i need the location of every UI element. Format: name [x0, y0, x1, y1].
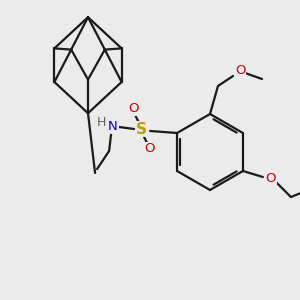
Text: O: O	[235, 64, 245, 77]
Text: O: O	[128, 103, 138, 116]
Text: H: H	[96, 116, 106, 130]
Text: N: N	[108, 121, 118, 134]
Text: S: S	[136, 122, 147, 136]
Text: O: O	[266, 172, 276, 185]
Text: O: O	[144, 142, 154, 155]
